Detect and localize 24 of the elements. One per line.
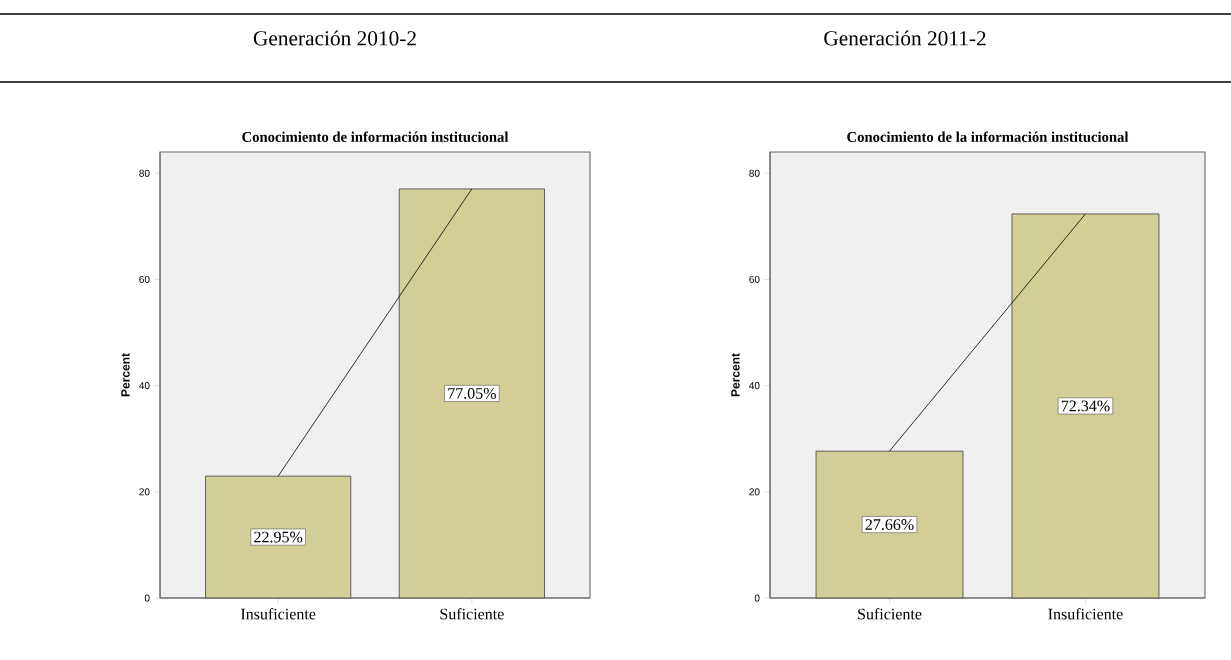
y-tick-label: 40 — [139, 382, 150, 390]
y-tick-label: 60 — [139, 275, 150, 283]
chart-subtitle: Conocimiento de la información institucional — [847, 131, 1129, 142]
y-tick-label: 0 — [754, 594, 760, 602]
data-label: 27.66% — [865, 519, 914, 530]
y-axis-title: Percent — [121, 353, 130, 397]
y-tick-label: 60 — [749, 275, 760, 283]
x-tick-label: Insuficiente — [1048, 608, 1123, 620]
y-axis-title: Percent — [731, 353, 740, 397]
y-tick-label: 40 — [749, 382, 760, 390]
data-label: 22.95% — [254, 531, 303, 543]
x-tick-label: Insuficiente — [240, 608, 316, 620]
chart-subtitle: Conocimiento de información institucional — [242, 131, 509, 142]
y-tick-label: 0 — [144, 594, 150, 602]
chart-title: Generación 2011-2 — [824, 30, 986, 46]
y-tick-label: 80 — [749, 169, 760, 177]
x-tick-label: Suficiente — [858, 608, 922, 620]
y-tick-label: 20 — [139, 488, 150, 496]
x-tick-label: Suficiente — [440, 608, 504, 620]
y-tick-label: 20 — [749, 488, 760, 496]
data-label: 72.34% — [1061, 400, 1110, 412]
y-tick-label: 80 — [139, 169, 150, 177]
chart-title: Generación 2010-2 — [253, 30, 416, 46]
data-label: 77.05% — [448, 388, 496, 399]
